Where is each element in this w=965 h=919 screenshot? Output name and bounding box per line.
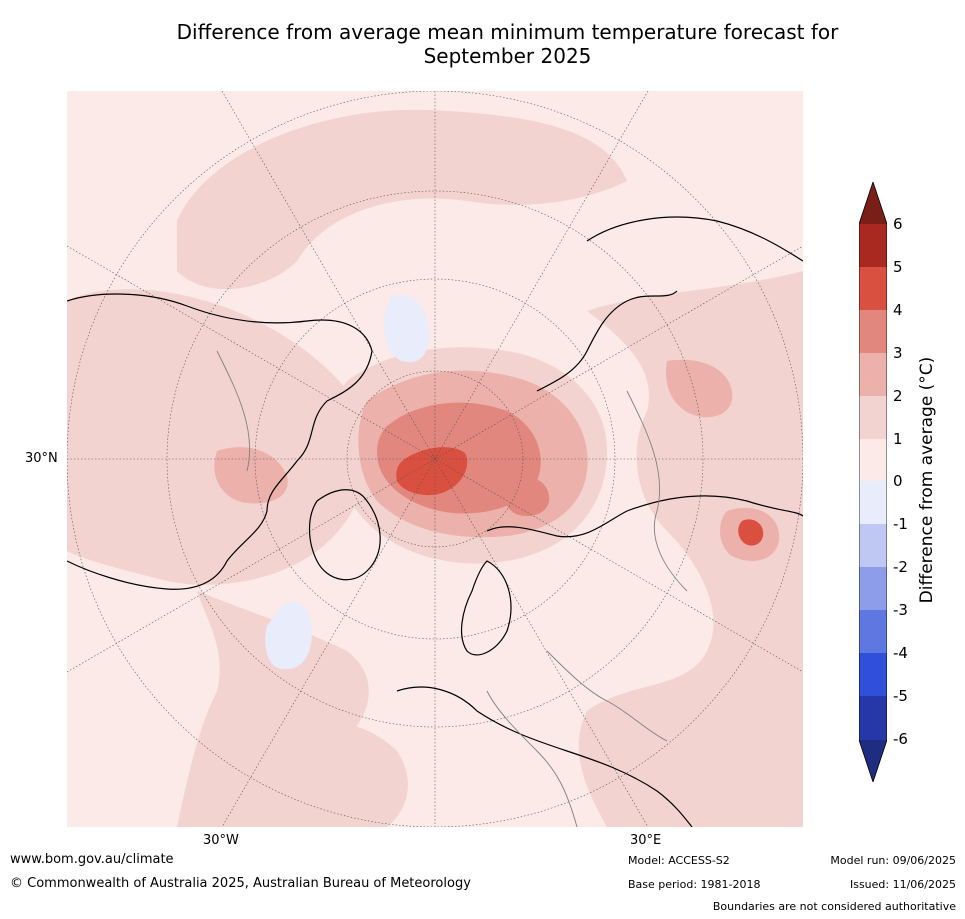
colorbar-band-0-1 bbox=[859, 439, 887, 481]
coastlines bbox=[67, 216, 803, 827]
cbar-tick-3: 3 bbox=[893, 344, 903, 362]
footer-disclaimer: Boundaries are not considered authoritat… bbox=[712, 900, 956, 913]
colorbar-band-minus-5-6 bbox=[859, 696, 887, 740]
cbar-tick-1: 1 bbox=[893, 430, 903, 448]
colorbar-under-arrow bbox=[859, 740, 887, 782]
border-eurasia-1 bbox=[626, 390, 688, 592]
colorbar-band-minus-3-4 bbox=[859, 610, 887, 653]
footer-model: Model: ACCESS-S2 bbox=[628, 854, 730, 867]
cbar-tick-0: 0 bbox=[893, 472, 903, 490]
cbar-tick-minus-1: -1 bbox=[893, 515, 908, 533]
footer-copyright: © Commonwealth of Australia 2025, Austra… bbox=[10, 876, 471, 891]
colorbar-band-4-5 bbox=[859, 267, 887, 310]
coast-north-america bbox=[67, 293, 373, 590]
anomaly-minus-0-1-arctic bbox=[384, 295, 430, 363]
anomaly-1-2-asia bbox=[578, 271, 803, 827]
lon-label-30w: 30°W bbox=[203, 833, 239, 848]
map-svg bbox=[67, 91, 803, 827]
anomaly-4-5-east-asia bbox=[738, 519, 764, 546]
colorbar-band-minus-1-2 bbox=[859, 524, 887, 567]
coast-east-asia bbox=[586, 216, 803, 262]
coast-greenland bbox=[308, 489, 381, 581]
lon-label-30e: 30°E bbox=[630, 833, 662, 848]
anomaly-1-2-north-america bbox=[67, 289, 370, 585]
colorbar-title: Difference from average (°C) bbox=[917, 356, 937, 604]
cbar-tick-2: 2 bbox=[893, 387, 903, 405]
lat-label-30n: 30°N bbox=[25, 451, 58, 466]
colorbar-band-minus-2-3 bbox=[859, 567, 887, 610]
cbar-tick-6: 6 bbox=[893, 215, 903, 233]
anomaly-2-3-canada bbox=[214, 447, 288, 504]
border-europe bbox=[486, 690, 578, 827]
anomaly-1-2-north-pacific bbox=[177, 109, 627, 290]
border-north-america bbox=[216, 350, 251, 472]
borders bbox=[216, 350, 688, 827]
anomaly-3-4-kara-sea bbox=[503, 476, 550, 517]
anomaly-1-2-southwest bbox=[250, 720, 408, 827]
anomaly-minus-0-1-atlantic bbox=[265, 602, 312, 670]
cbar-tick-5: 5 bbox=[893, 258, 903, 276]
graticule bbox=[67, 91, 803, 827]
forecast-map bbox=[67, 91, 803, 827]
cbar-tick-minus-2: -2 bbox=[893, 558, 908, 576]
cbar-tick-4: 4 bbox=[893, 301, 903, 319]
colorbar-svg bbox=[858, 180, 888, 784]
footer-issued: Issued: 11/06/2025 bbox=[849, 878, 956, 891]
coast-europe bbox=[396, 686, 693, 827]
cbar-tick-minus-3: -3 bbox=[893, 601, 908, 619]
title-line-2: September 2025 bbox=[423, 44, 592, 68]
colorbar-over-arrow bbox=[859, 182, 887, 224]
anomaly-2-3-siberia bbox=[666, 359, 733, 418]
title-line-1: Difference from average mean minimum tem… bbox=[176, 20, 839, 44]
chart-title: Difference from average mean minimum tem… bbox=[50, 20, 965, 68]
colorbar-band-2-3 bbox=[859, 353, 887, 396]
footer-url[interactable]: www.bom.gov.au/climate bbox=[10, 852, 174, 867]
colorbar-band-minus-0-1 bbox=[859, 481, 887, 524]
footer-model-run: Model run: 09/06/2025 bbox=[830, 854, 956, 867]
coast-scandinavia bbox=[461, 560, 512, 656]
cbar-tick-minus-5: -5 bbox=[893, 687, 908, 705]
colorbar-band-1-2 bbox=[859, 396, 887, 439]
coast-siberia-north bbox=[536, 290, 678, 392]
colorbar-band-3-4 bbox=[859, 310, 887, 353]
footer-base-period: Base period: 1981-2018 bbox=[628, 878, 761, 891]
colorbar bbox=[858, 180, 888, 784]
anomaly-1-2-atlantic bbox=[177, 591, 369, 827]
colorbar-band-minus-4-5 bbox=[859, 653, 887, 696]
border-eurasia-2 bbox=[546, 650, 668, 742]
cbar-tick-minus-4: -4 bbox=[893, 644, 908, 662]
colorbar-band-5-6 bbox=[859, 224, 887, 267]
coast-eurasia bbox=[486, 495, 803, 538]
cbar-tick-minus-6: -6 bbox=[893, 730, 908, 748]
